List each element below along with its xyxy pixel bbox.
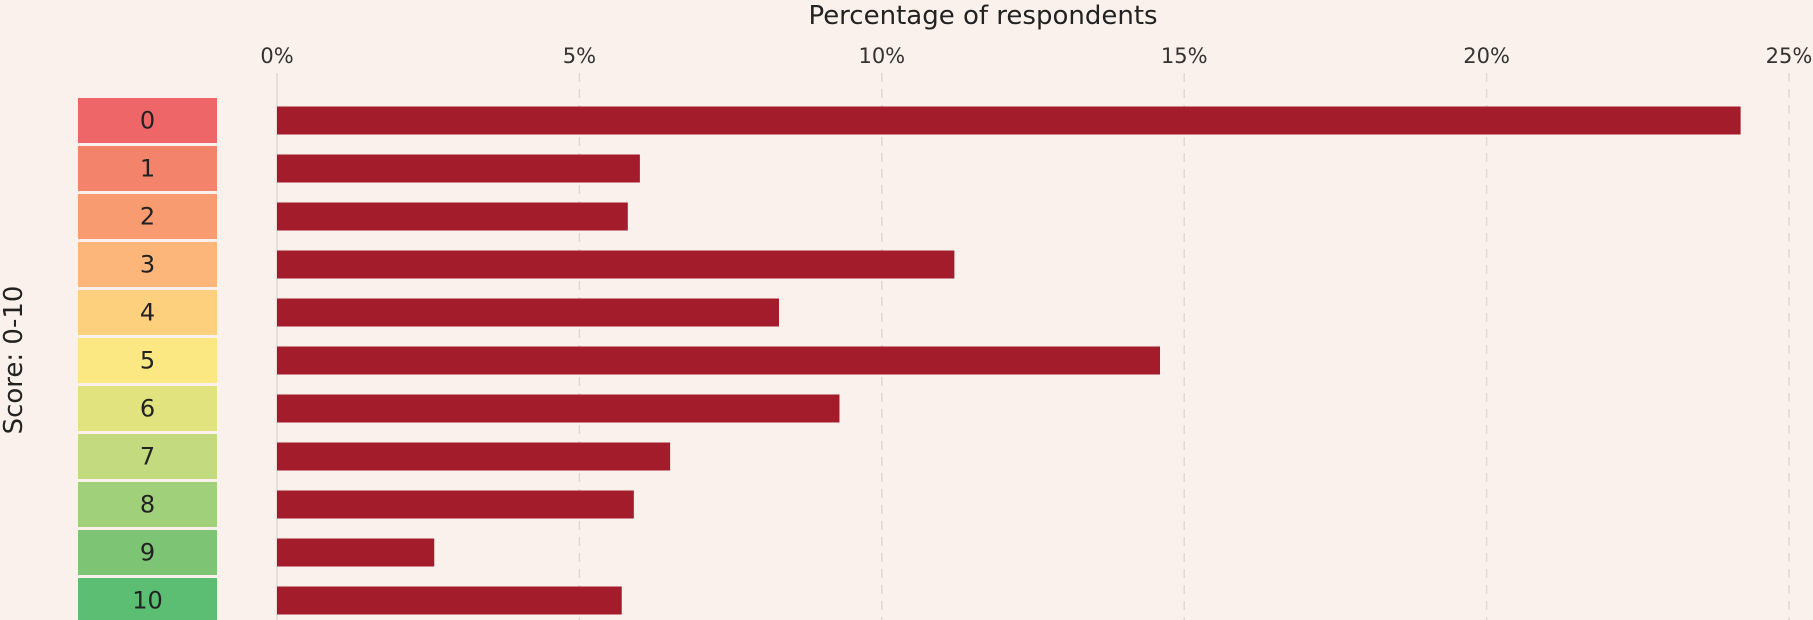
bars	[277, 106, 1741, 615]
x-tick-label: 20%	[1463, 44, 1510, 68]
x-tick-label: 15%	[1161, 44, 1208, 68]
score-label: 3	[140, 251, 155, 279]
score-cell	[78, 290, 217, 335]
score-cell	[78, 434, 217, 479]
score-cell	[78, 578, 217, 620]
x-tick-label: 0%	[260, 44, 293, 68]
score-cell	[78, 194, 217, 239]
score-label: 0	[140, 107, 155, 135]
score-cells: 0 1 2 3 4 5 6 7 8 9 10	[78, 98, 217, 620]
score-label: 5	[140, 347, 155, 375]
score-label: 8	[140, 491, 155, 519]
bar	[277, 250, 955, 279]
score-label: 1	[140, 155, 155, 183]
bar	[277, 586, 622, 615]
score-cell	[78, 530, 217, 575]
score-label: 4	[140, 299, 155, 327]
bar	[277, 154, 640, 183]
x-tick-label: 5%	[563, 44, 596, 68]
score-cell	[78, 242, 217, 287]
x-axis-ticks: 0% 5% 10% 15% 20% 25%	[260, 44, 1812, 68]
score-cell	[78, 386, 217, 431]
y-axis-title: Score: 0-10	[0, 286, 29, 435]
score-label: 7	[140, 443, 155, 471]
score-cell	[78, 146, 217, 191]
bar	[277, 442, 671, 471]
x-axis-title: Percentage of respondents	[808, 1, 1157, 31]
bar	[277, 490, 634, 519]
score-cell	[78, 98, 217, 143]
bar	[277, 106, 1741, 135]
bar	[277, 346, 1161, 375]
score-label: 9	[140, 539, 155, 567]
score-cell	[78, 482, 217, 527]
bar	[277, 298, 779, 327]
bar	[277, 202, 628, 231]
x-tick-label: 10%	[858, 44, 905, 68]
bar	[277, 538, 435, 567]
x-tick-label: 25%	[1766, 44, 1813, 68]
bar	[277, 394, 840, 423]
score-label: 10	[132, 587, 163, 615]
score-label: 6	[140, 395, 155, 423]
score-label: 2	[140, 203, 155, 231]
score-cell	[78, 338, 217, 383]
